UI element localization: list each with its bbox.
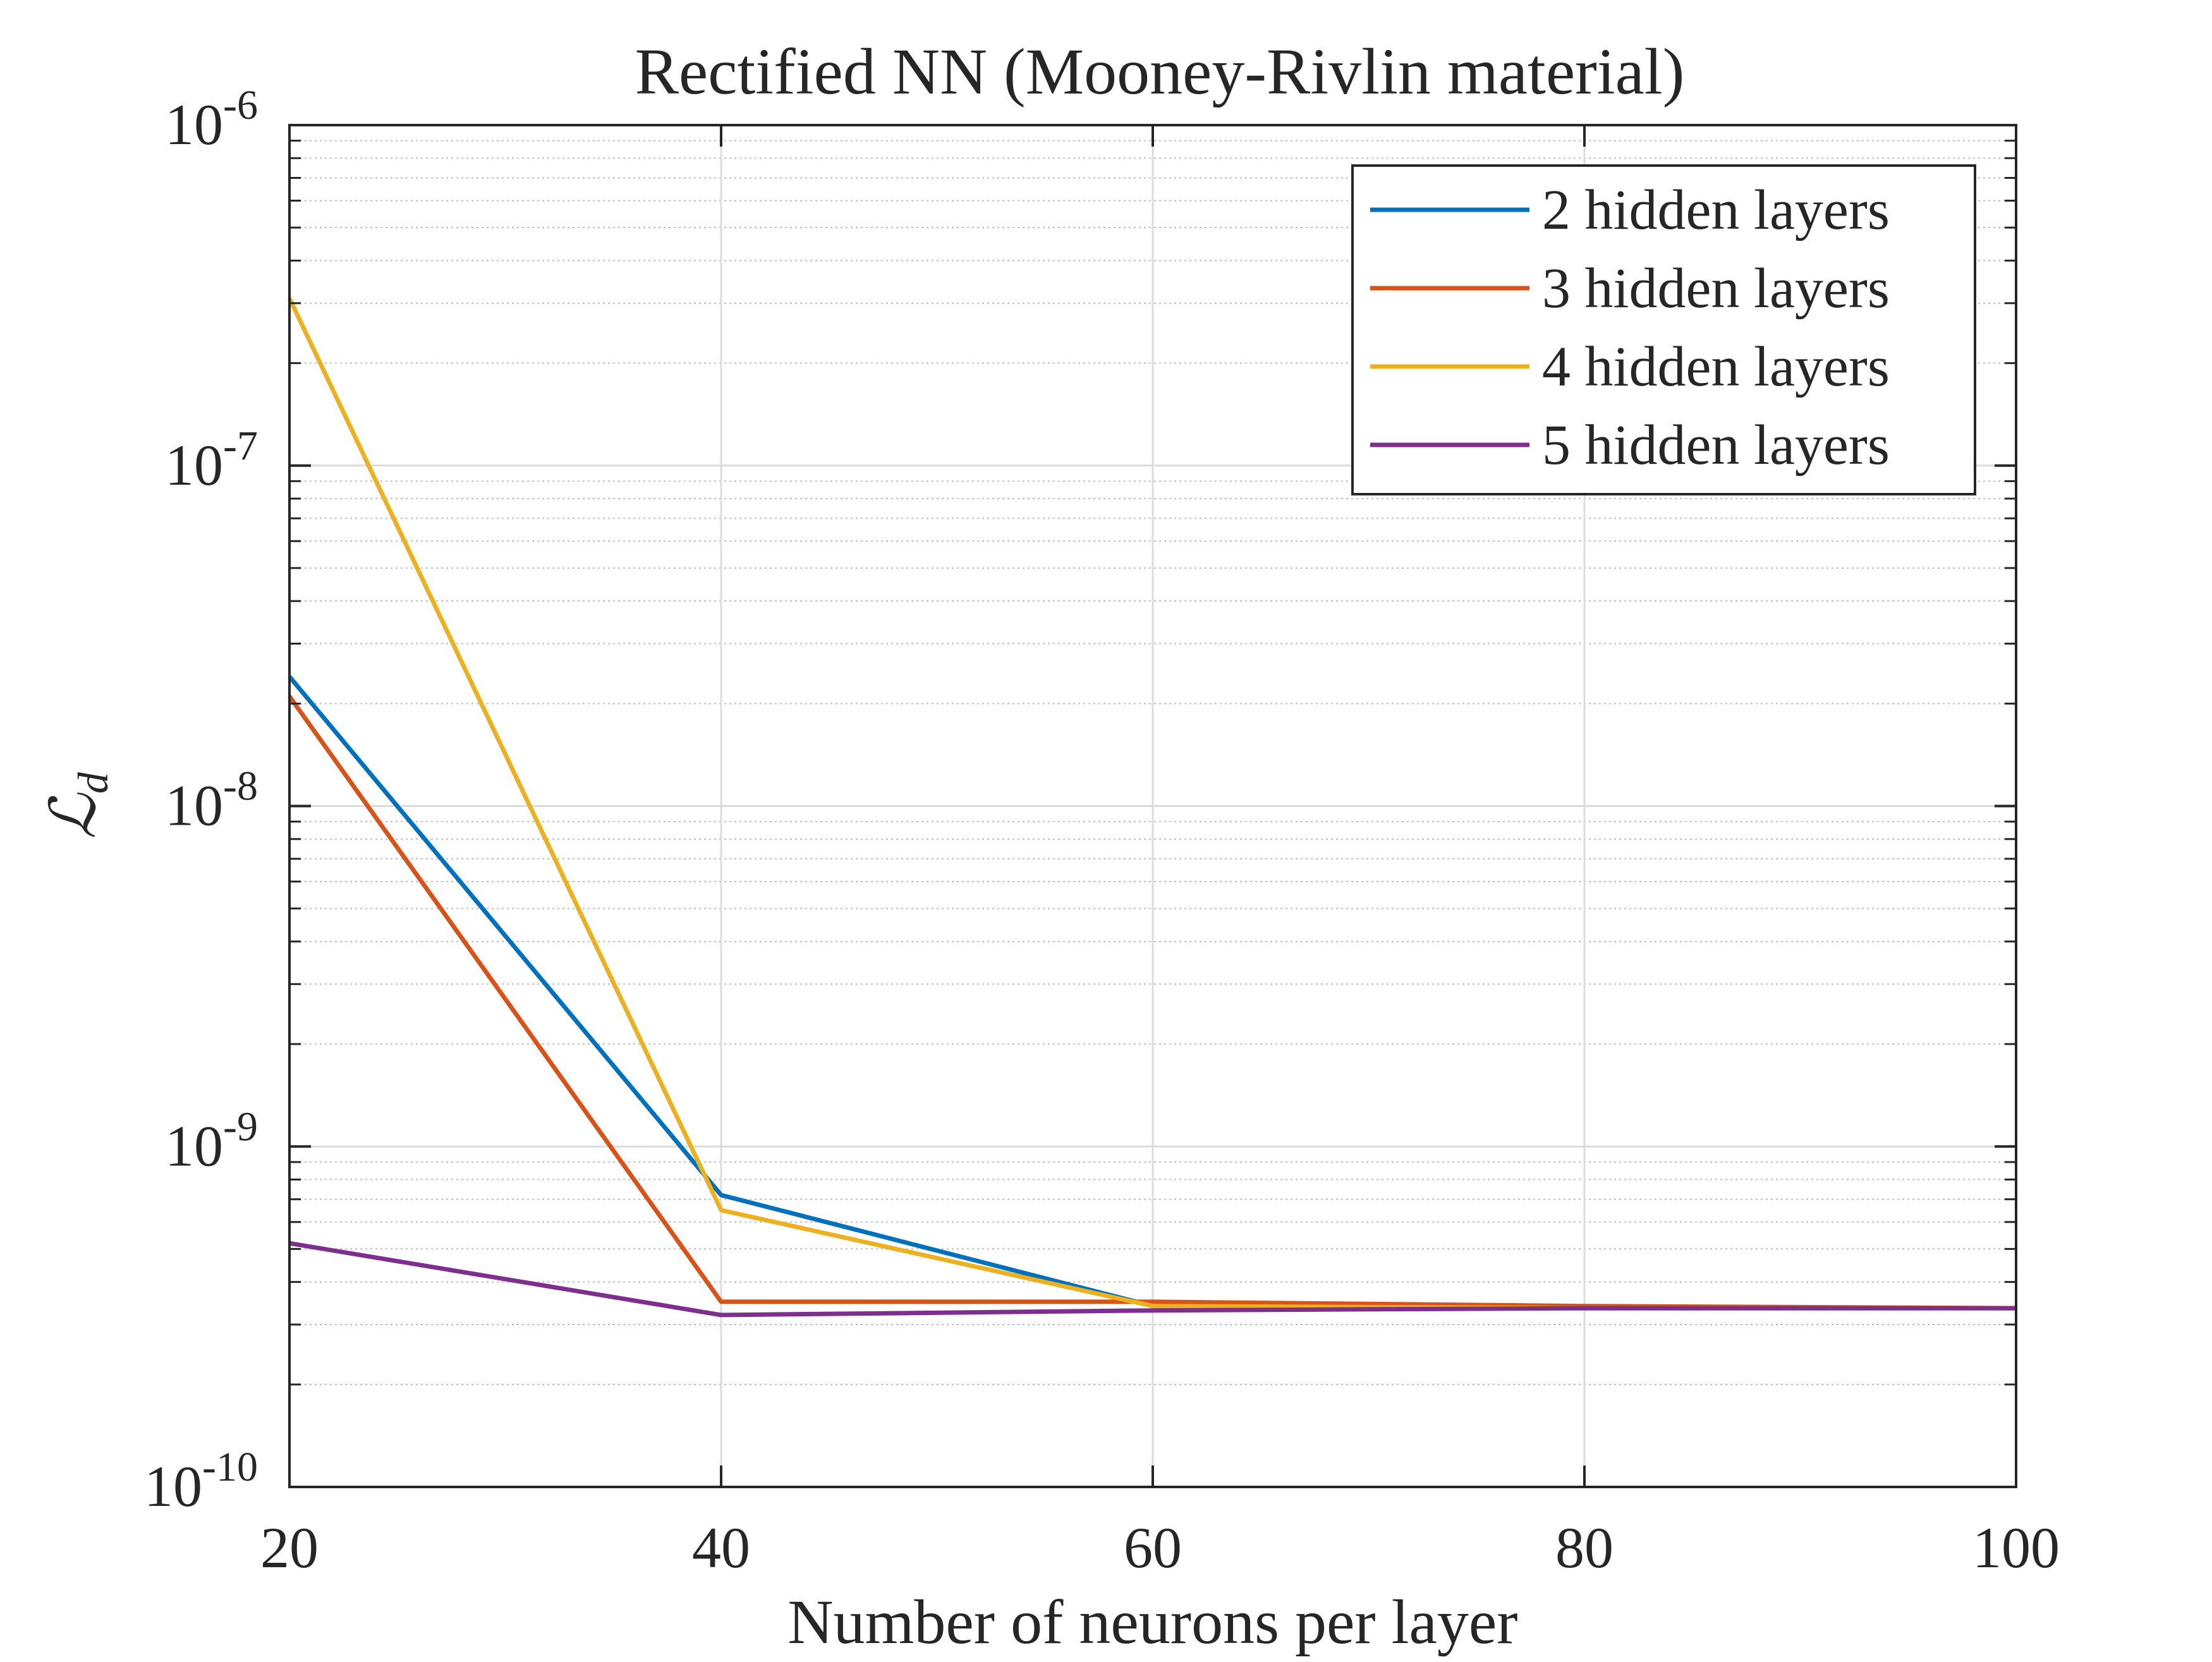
y-tick-label: 10-6 [165, 82, 258, 157]
y-tick-label: 10-10 [144, 1444, 258, 1519]
legend: 2 hidden layers 3 hidden layers 4 hidden l… [1351, 164, 1976, 495]
y-tick-label: 10-9 [165, 1103, 258, 1178]
x-tick-label: 80 [1555, 1515, 1613, 1580]
x-tick-label: 60 [1124, 1515, 1182, 1580]
tick-layer: 10-10 10-9 10-8 10-7 10-6 20 40 60 80 100 [144, 82, 2060, 1580]
y-axis-label-subscript: d [69, 772, 117, 794]
series-line [289, 1240, 2016, 1318]
x-tick-label: 20 [260, 1515, 319, 1580]
legend-label: 4 hidden layers [1542, 336, 1890, 398]
x-tick-label: 40 [692, 1515, 750, 1580]
svg-text:ℒd: ℒd [39, 772, 117, 839]
legend-label: 5 hidden layers [1542, 414, 1890, 476]
x-tick-label: 100 [1972, 1515, 2060, 1580]
y-tick-label: 10-8 [165, 763, 258, 838]
y-axis-label-symbol: ℒ [39, 792, 109, 839]
legend-label: 2 hidden layers [1542, 179, 1890, 241]
y-tick-label: 10-7 [165, 423, 258, 497]
x-axis-label: Number of neurons per layer [787, 1587, 1517, 1657]
y-axis-label: ℒd [39, 772, 117, 839]
chart-title: Rectified NN (Mooney-Rivlin material) [635, 35, 1685, 108]
legend-box [1351, 164, 1976, 495]
series-layer [287, 297, 2017, 1318]
legend-label: 3 hidden layers [1542, 257, 1890, 320]
